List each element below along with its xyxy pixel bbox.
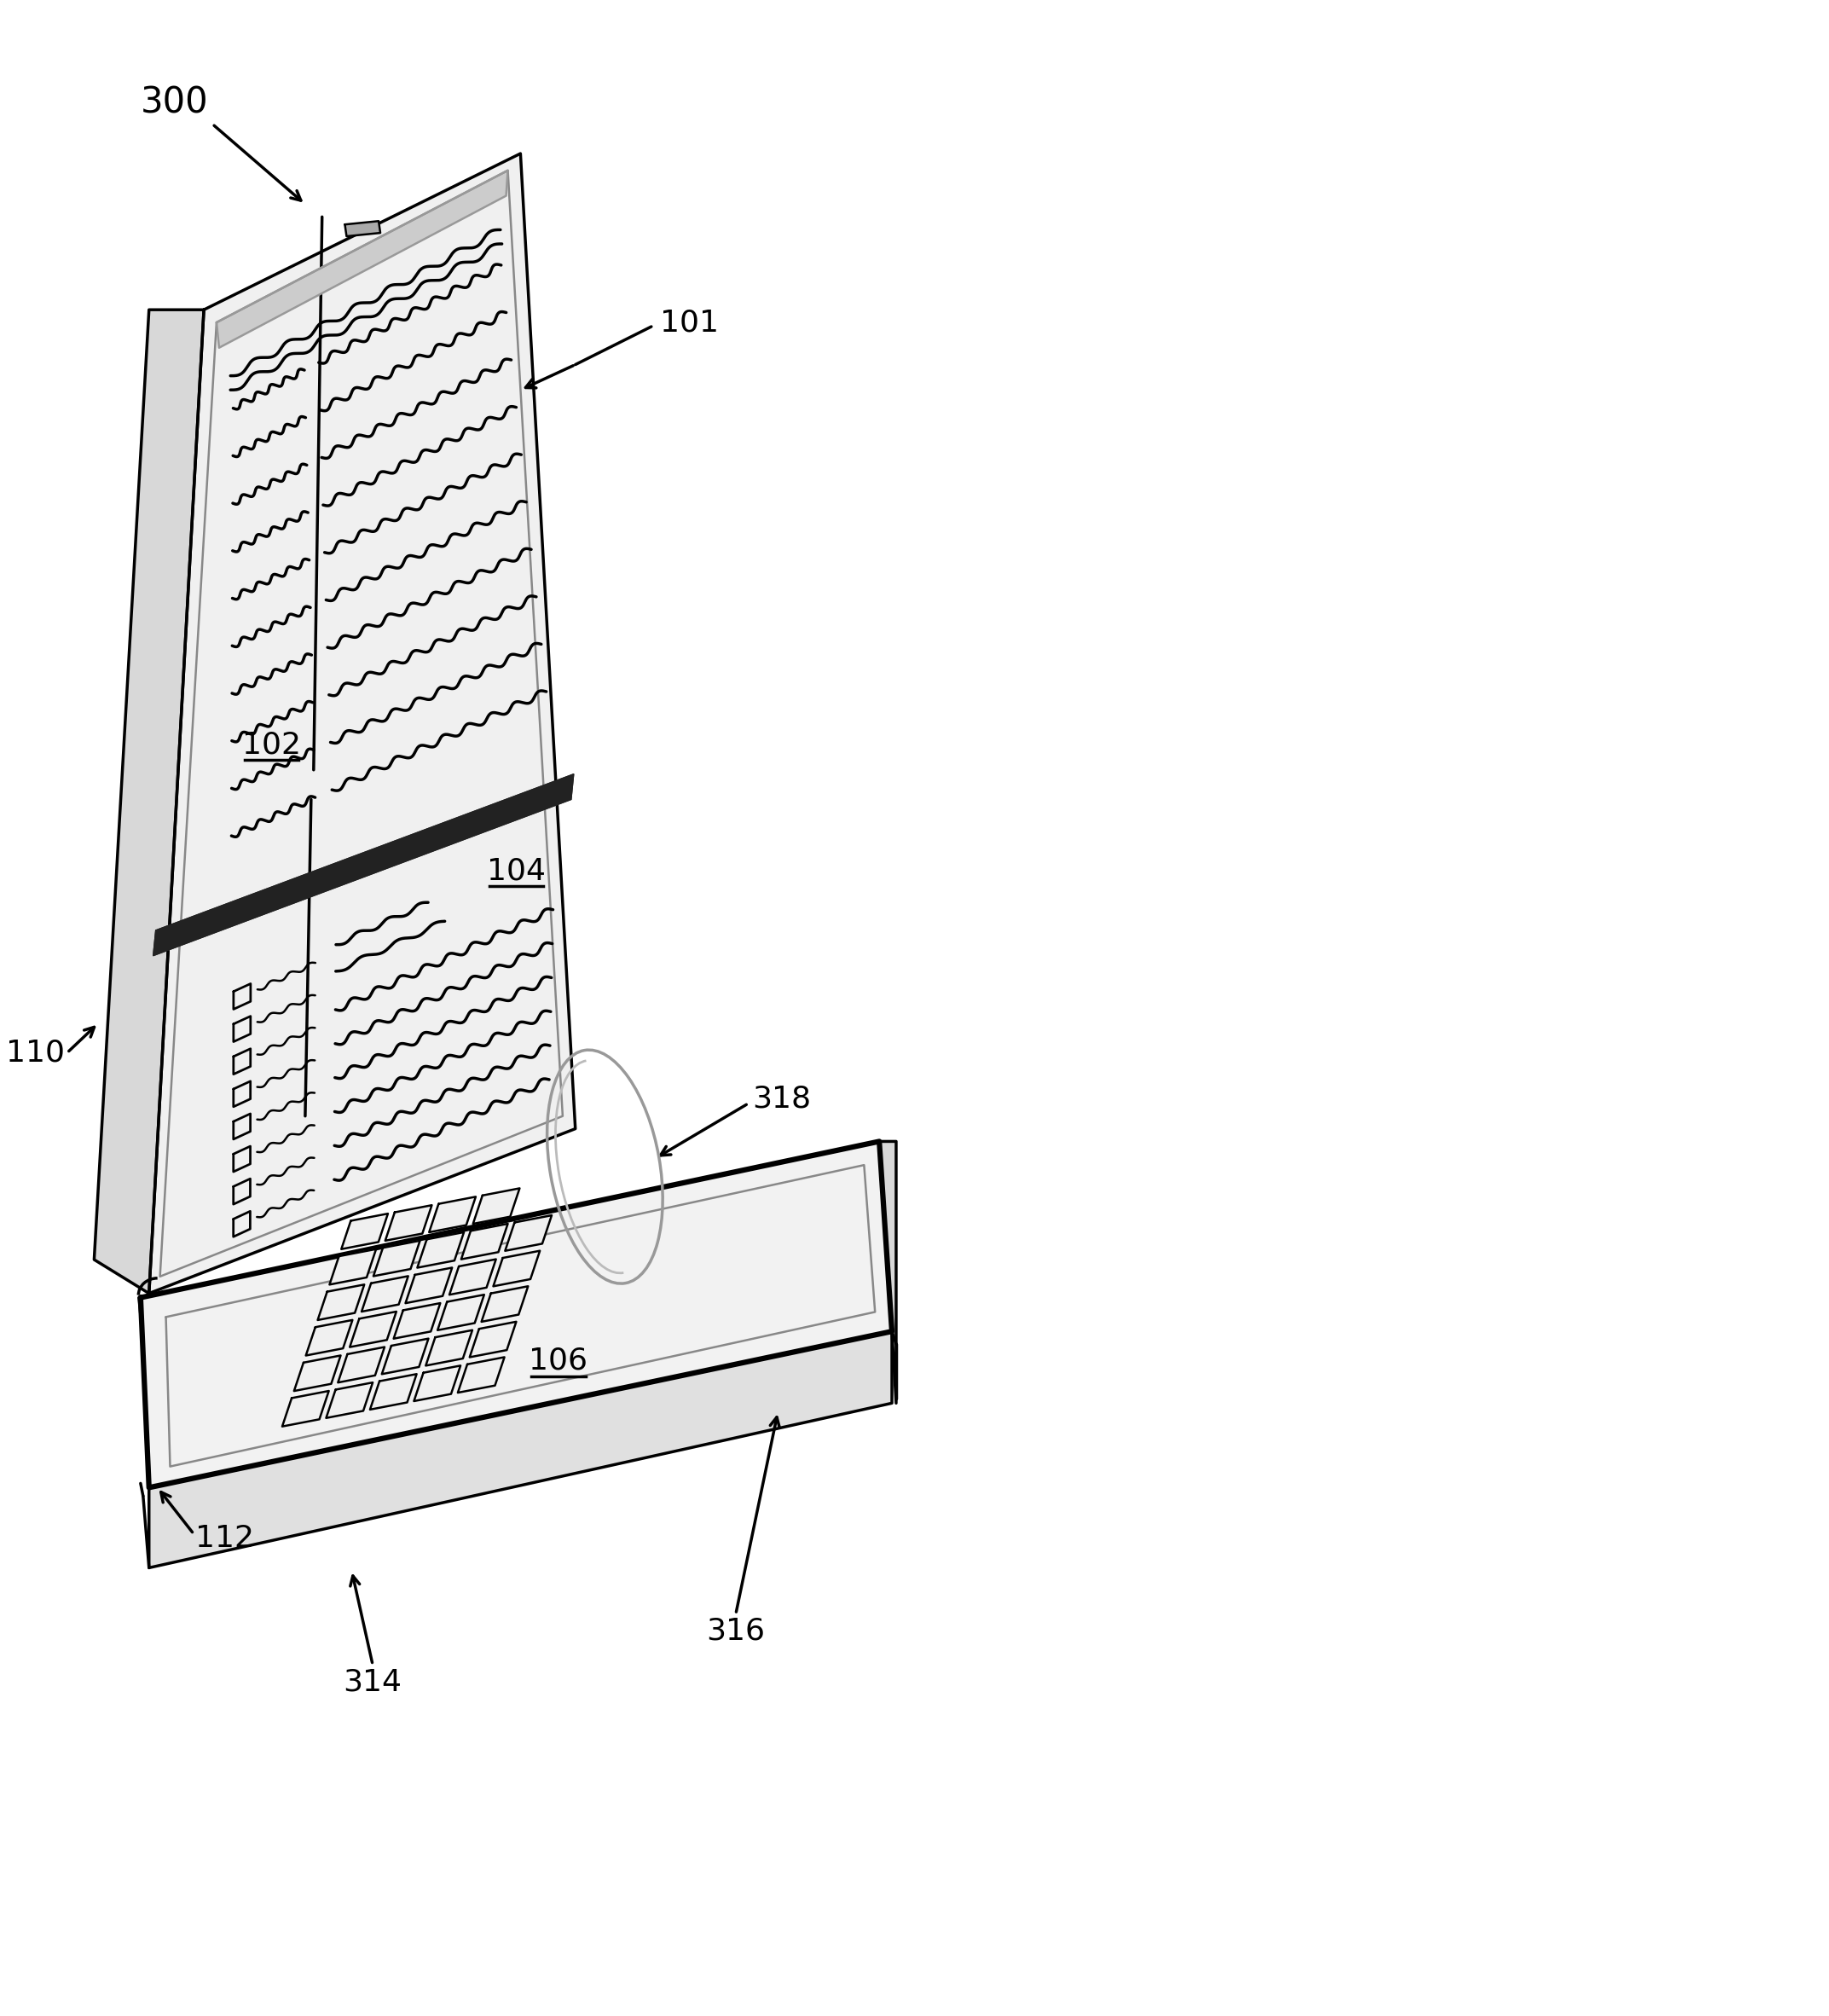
Polygon shape [148, 153, 576, 1294]
Text: 102: 102 [241, 730, 300, 760]
Polygon shape [505, 1216, 552, 1250]
Text: 104: 104 [487, 857, 545, 885]
Polygon shape [294, 1355, 340, 1391]
Polygon shape [474, 1187, 519, 1224]
Polygon shape [318, 1284, 364, 1320]
Text: 101: 101 [660, 308, 719, 337]
Polygon shape [494, 1250, 540, 1286]
Polygon shape [93, 310, 203, 1294]
Polygon shape [305, 1320, 353, 1355]
Text: 112: 112 [196, 1524, 254, 1552]
Polygon shape [373, 1240, 421, 1276]
Polygon shape [450, 1260, 496, 1294]
Polygon shape [406, 1268, 452, 1302]
Polygon shape [154, 774, 574, 956]
Polygon shape [342, 1214, 388, 1250]
Polygon shape [413, 1365, 461, 1401]
Polygon shape [141, 1141, 893, 1488]
Polygon shape [393, 1302, 441, 1339]
Polygon shape [362, 1276, 408, 1312]
Polygon shape [349, 1312, 397, 1347]
Text: 106: 106 [529, 1347, 587, 1375]
Polygon shape [386, 1206, 432, 1240]
Polygon shape [329, 1250, 377, 1284]
Polygon shape [417, 1232, 465, 1268]
Polygon shape [470, 1322, 516, 1357]
Polygon shape [148, 1331, 893, 1568]
Text: 318: 318 [752, 1085, 812, 1113]
Text: 314: 314 [344, 1667, 402, 1695]
Polygon shape [457, 1357, 505, 1393]
Polygon shape [430, 1198, 476, 1232]
Text: 300: 300 [141, 85, 209, 121]
Polygon shape [382, 1339, 428, 1375]
Polygon shape [880, 1141, 896, 1403]
Polygon shape [426, 1331, 472, 1365]
Polygon shape [461, 1224, 508, 1260]
Polygon shape [437, 1294, 485, 1331]
Polygon shape [346, 222, 380, 236]
Polygon shape [216, 171, 508, 347]
Text: 316: 316 [706, 1617, 765, 1645]
Polygon shape [326, 1383, 373, 1417]
Polygon shape [338, 1347, 384, 1383]
Polygon shape [282, 1391, 329, 1427]
Polygon shape [481, 1286, 529, 1322]
Polygon shape [369, 1375, 417, 1409]
Text: 110: 110 [5, 1038, 64, 1066]
